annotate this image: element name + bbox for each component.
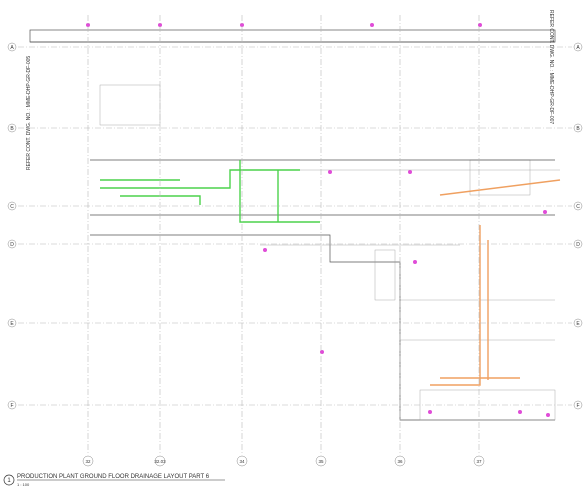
grid-column-label: 35 bbox=[318, 459, 324, 464]
grid-column-label: 32 bbox=[85, 459, 91, 464]
grid-row-label: B bbox=[10, 126, 14, 132]
grid-row-label: A bbox=[10, 45, 14, 51]
building-outline bbox=[29, 29, 556, 421]
grid-bubble bbox=[7, 318, 17, 328]
grid-column-label: 37 bbox=[476, 459, 482, 464]
grid-row-label: A bbox=[576, 45, 580, 51]
grid-bubble bbox=[573, 201, 583, 211]
grid-bubble bbox=[7, 400, 17, 410]
grid-bubble bbox=[573, 239, 583, 249]
grid-row-label: F bbox=[576, 403, 579, 409]
grid-row-label: E bbox=[576, 321, 580, 327]
grid-bubble bbox=[573, 400, 583, 410]
grid-row-label: F bbox=[10, 403, 13, 409]
grid-bubble bbox=[7, 201, 17, 211]
side-note: REFER CONT. DWG. NO. : MME-DHP-GR-DF-005 bbox=[26, 56, 32, 170]
view-number: 1 bbox=[7, 478, 11, 484]
grid-column-label: 36 bbox=[397, 459, 403, 464]
drainage-pipes bbox=[100, 160, 561, 386]
grid-bubble bbox=[82, 455, 94, 467]
grid-bubble bbox=[573, 318, 583, 328]
grid-column-label: 32.03 bbox=[154, 459, 166, 464]
grid-row-label: E bbox=[10, 321, 14, 327]
grid-bubble bbox=[7, 42, 17, 52]
grid-row-label: C bbox=[576, 204, 580, 210]
grid-bubble bbox=[154, 455, 166, 467]
grid-row-label: B bbox=[576, 126, 580, 132]
grid-bubble bbox=[7, 123, 17, 133]
grid-bubble bbox=[473, 455, 485, 467]
grid-bubble bbox=[315, 455, 327, 467]
grid-row-label: C bbox=[10, 204, 14, 210]
side-note: REFER CONT. DWG. NO. : MME-DHP-GR-DF-007 bbox=[548, 10, 554, 124]
grid-row-label: D bbox=[10, 242, 14, 248]
grid-bubble bbox=[7, 239, 17, 249]
grid-row-label: D bbox=[576, 242, 580, 248]
drawing-scale: 1 : 100 bbox=[17, 482, 30, 487]
view-marker bbox=[3, 474, 15, 486]
drawing-title: PRODUCTION PLANT GROUND FLOOR DRAINAGE L… bbox=[17, 474, 210, 480]
grid-bubble bbox=[573, 42, 583, 52]
grid-bubble bbox=[573, 123, 583, 133]
grid-bubble bbox=[236, 455, 248, 467]
grid-bubble bbox=[394, 455, 406, 467]
grid-column-label: 34 bbox=[239, 459, 245, 464]
